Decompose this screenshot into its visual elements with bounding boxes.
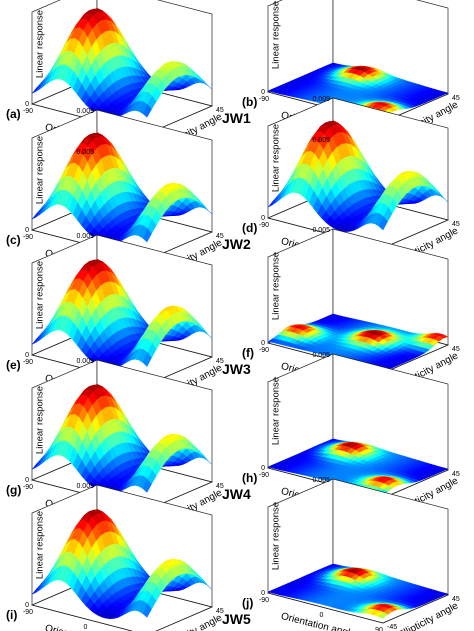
surface-facet	[142, 104, 152, 118]
z-tick-label: 0.009	[76, 108, 94, 115]
row-label-jw5: JW5	[222, 611, 251, 627]
row-label-jw1: JW1	[222, 110, 251, 126]
surface-facet	[142, 352, 152, 367]
z-axis-label: Linear response	[35, 10, 46, 78]
panel-letter: (i)	[6, 608, 17, 622]
x-tick-label: 0	[320, 612, 324, 619]
row-label-jw2: JW2	[222, 236, 251, 252]
panel-letter: (c)	[6, 233, 21, 247]
z-axis-label: Linear response	[271, 252, 282, 320]
z-tick-label: 0	[261, 465, 265, 472]
z-axis-label: Linear response	[271, 502, 282, 570]
z-tick-label: 0	[25, 227, 29, 234]
z-tick-label: 0.009	[312, 96, 330, 103]
z-tick-label: 0	[261, 215, 265, 222]
panel-letter: (j)	[242, 596, 253, 610]
z-tick-label: 0.005	[312, 477, 330, 484]
y-tick-label: 45	[216, 358, 224, 365]
x-tick-label: -90	[23, 359, 33, 366]
surface-mesh	[31, 132, 213, 244]
z-tick-label: 0	[261, 590, 265, 597]
z-tick-label: 0	[261, 340, 265, 347]
z-tick-label: 0	[25, 602, 29, 609]
z-axis-label: Linear response	[35, 386, 46, 454]
row-label-jw4: JW4	[222, 486, 251, 502]
z-axis-label: Linear response	[271, 1, 282, 69]
panel-letter: (f)	[242, 346, 254, 360]
z-tick-label: 0	[261, 89, 265, 96]
y-tick-label: 45	[452, 346, 460, 353]
z-axis-label: Linear response	[35, 261, 46, 329]
z-tick-label: 0.005	[76, 233, 94, 240]
surface-facet	[142, 478, 152, 493]
y-tick-label: 45	[452, 95, 460, 102]
z-tick-label: 0.005	[76, 149, 94, 156]
y-tick-label: 45	[452, 221, 460, 228]
surface-mesh	[31, 259, 213, 369]
z-tick-label: 0	[25, 352, 29, 359]
z-tick-label: 0.005	[312, 352, 330, 359]
panel-letter: (a)	[6, 107, 21, 121]
x-tick-label: -90	[23, 609, 33, 616]
surface-mesh	[267, 438, 449, 496]
z-axis-label: Linear response	[35, 511, 46, 579]
z-axis-label: Linear response	[271, 124, 282, 192]
row-label-jw3: JW3	[222, 361, 251, 377]
z-tick-label: 0	[25, 477, 29, 484]
x-tick-label: -90	[259, 597, 269, 604]
z-tick-label: 0.005	[76, 358, 94, 365]
x-axis-label: Orientation angle	[44, 623, 121, 631]
z-tick-label: 0.005	[76, 483, 94, 490]
y-tick-label: 45	[216, 483, 224, 490]
x-tick-label: -90	[259, 222, 269, 229]
y-tick-label: 45	[216, 233, 224, 240]
x-tick-label: -90	[23, 234, 33, 241]
panel-letter: (d)	[242, 221, 257, 235]
z-tick-label: 0	[25, 101, 29, 108]
z-axis-label: Linear response	[35, 136, 46, 204]
surface-facet	[378, 216, 388, 231]
surface-mesh	[31, 8, 213, 119]
box-edge	[382, 219, 449, 249]
z-axis-label: Linear response	[271, 377, 282, 445]
panel-letter: (b)	[242, 95, 257, 109]
x-tick-label: 90	[375, 627, 383, 631]
surface-mesh	[267, 313, 449, 373]
x-tick-label: -90	[259, 472, 269, 479]
panel-letter: (g)	[6, 483, 21, 497]
y-tick-label: 45	[216, 107, 224, 114]
z-tick-label: 0.005	[312, 137, 330, 144]
panel-letter: (e)	[6, 358, 21, 372]
x-tick-label: -90	[259, 96, 269, 103]
y-tick-label: -45	[387, 624, 397, 631]
box-edge	[382, 344, 449, 374]
surface-facet	[142, 228, 152, 243]
panel-letter: (h)	[242, 471, 257, 485]
x-axis-label: Orientation angle	[280, 611, 357, 631]
x-tick-label: 0	[84, 624, 88, 631]
x-tick-label: -90	[23, 108, 33, 115]
x-tick-label: -90	[23, 484, 33, 491]
x-tick-label: -90	[259, 347, 269, 354]
z-tick-label: 0.005	[312, 227, 330, 234]
surface-mesh	[267, 120, 449, 232]
